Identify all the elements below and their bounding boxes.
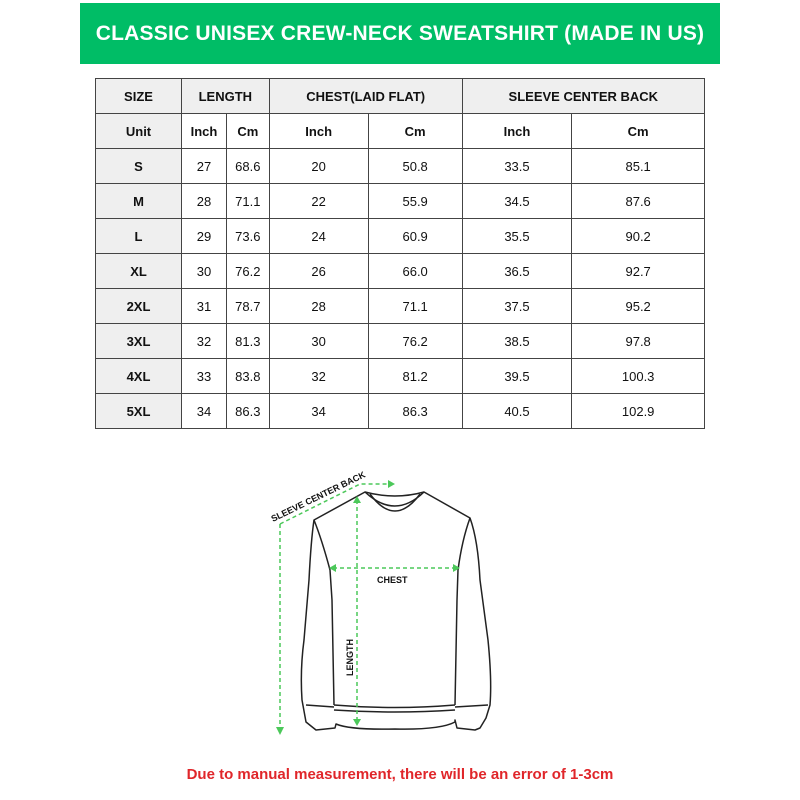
value-cell: 102.9 — [571, 393, 705, 429]
value-cell: 30 — [181, 253, 227, 289]
value-cell: 68.6 — [225, 148, 270, 184]
value-cell: 100.3 — [571, 358, 705, 394]
header-size: SIZE — [95, 78, 182, 114]
value-cell: 76.2 — [367, 323, 463, 359]
value-cell: 55.9 — [367, 183, 463, 219]
table-row: L 29 73.6 24 60.9 35.5 90.2 — [95, 218, 705, 254]
table-row: 4XL 33 83.8 32 81.2 39.5 100.3 — [95, 358, 705, 394]
size-cell: M — [95, 183, 182, 219]
header-sleeve: SLEEVE CENTER BACK — [461, 78, 706, 114]
value-cell: 38.5 — [461, 323, 573, 359]
sleeve-center-back-label: SLEEVE CENTER BACK — [269, 469, 367, 524]
value-cell: 31 — [181, 288, 227, 324]
unit-cell: Inch — [268, 113, 369, 149]
page-title: CLASSIC UNISEX CREW-NECK SWEATSHIRT (MAD… — [80, 3, 720, 64]
value-cell: 26 — [268, 253, 369, 289]
measurement-note: Due to manual measurement, there will be… — [186, 766, 614, 783]
arrow-icons — [276, 480, 460, 735]
value-cell: 95.2 — [571, 288, 705, 324]
unit-cell: Cm — [571, 113, 705, 149]
value-cell: 30 — [268, 323, 369, 359]
table-row: 2XL 31 78.7 28 71.1 37.5 95.2 — [95, 288, 705, 324]
value-cell: 24 — [268, 218, 369, 254]
value-cell: 85.1 — [571, 148, 705, 184]
table-row: 5XL 34 86.3 34 86.3 40.5 102.9 — [95, 393, 705, 429]
size-cell: 2XL — [95, 288, 182, 324]
value-cell: 40.5 — [461, 393, 573, 429]
value-cell: 27 — [181, 148, 227, 184]
value-cell: 34 — [181, 393, 227, 429]
value-cell: 92.7 — [571, 253, 705, 289]
size-cell: L — [95, 218, 182, 254]
value-cell: 28 — [268, 288, 369, 324]
unit-cell: Cm — [367, 113, 463, 149]
table-header-row: SIZE LENGTH CHEST(LAID FLAT) SLEEVE CENT… — [95, 78, 706, 114]
length-label: LENGTH — [345, 639, 355, 676]
value-cell: 34 — [268, 393, 369, 429]
chest-label: CHEST — [377, 575, 408, 585]
table-row: S 27 68.6 20 50.8 33.5 85.1 — [95, 148, 705, 184]
measurement-guides — [279, 483, 456, 730]
size-chart-table: SIZE LENGTH CHEST(LAID FLAT) SLEEVE CENT… — [95, 78, 706, 429]
value-cell: 22 — [268, 183, 369, 219]
header-chest: CHEST(LAID FLAT) — [268, 78, 463, 114]
size-cell: S — [95, 148, 182, 184]
value-cell: 97.8 — [571, 323, 705, 359]
value-cell: 87.6 — [571, 183, 705, 219]
value-cell: 39.5 — [461, 358, 573, 394]
sweatshirt-outline — [300, 491, 492, 731]
value-cell: 29 — [181, 218, 227, 254]
size-cell: 4XL — [95, 358, 182, 394]
value-cell: 33.5 — [461, 148, 573, 184]
unit-label: Unit — [95, 113, 182, 149]
value-cell: 71.1 — [367, 288, 463, 324]
value-cell: 90.2 — [571, 218, 705, 254]
value-cell: 86.3 — [367, 393, 463, 429]
value-cell: 83.8 — [225, 358, 270, 394]
size-cell: 5XL — [95, 393, 182, 429]
